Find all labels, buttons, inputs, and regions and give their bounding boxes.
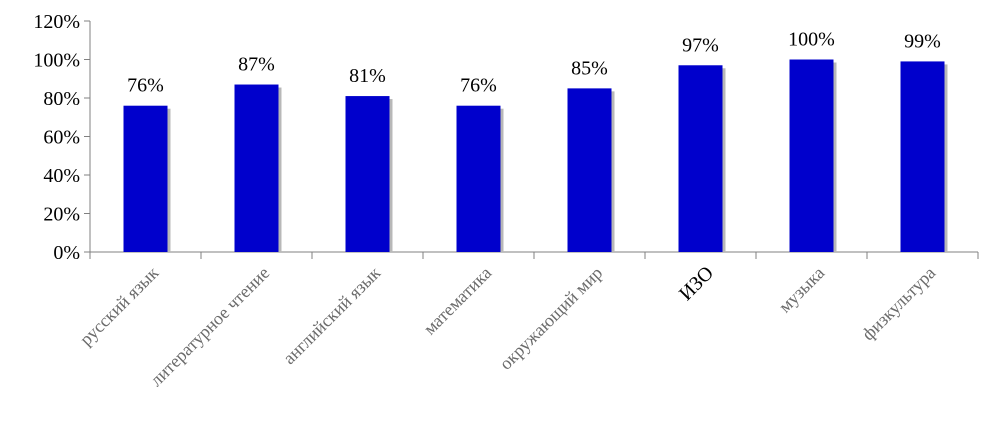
y-tick-label: 100% bbox=[33, 50, 80, 72]
y-tick-label: 40% bbox=[43, 165, 80, 187]
bar bbox=[234, 84, 279, 253]
bar bbox=[900, 61, 945, 252]
category-label: физкультура bbox=[858, 263, 939, 344]
category-label: ИЗО bbox=[675, 262, 718, 305]
category-label: математика bbox=[419, 263, 495, 339]
category-label: русский язык bbox=[76, 263, 163, 350]
y-tick-label: 80% bbox=[43, 88, 80, 110]
data-label: 100% bbox=[788, 29, 835, 51]
category-label: окружающий мир bbox=[495, 263, 606, 374]
x-axis bbox=[89, 251, 979, 259]
y-tick-label: 60% bbox=[43, 127, 80, 149]
data-label: 99% bbox=[904, 30, 941, 52]
data-label: 76% bbox=[460, 75, 497, 97]
y-tick-label: 120% bbox=[33, 11, 80, 33]
y-tick-label: 20% bbox=[43, 204, 80, 226]
bar bbox=[567, 88, 612, 252]
bar bbox=[345, 96, 390, 252]
bar bbox=[456, 105, 501, 252]
y-axis: 0% 20% 40% 60% 80% 100% 120% bbox=[33, 11, 91, 264]
data-label: 76% bbox=[127, 75, 164, 97]
category-label: музыка bbox=[775, 263, 829, 317]
data-labels: 76% 87% 81% 76% 85% 97% 100% 99% bbox=[127, 29, 941, 97]
category-label: английский язык bbox=[279, 263, 385, 369]
bar bbox=[123, 105, 168, 252]
data-label: 81% bbox=[349, 65, 386, 87]
bar bbox=[678, 65, 723, 253]
data-label: 97% bbox=[682, 34, 719, 56]
data-label: 87% bbox=[238, 54, 275, 76]
data-label: 85% bbox=[571, 57, 608, 79]
y-tick-label: 0% bbox=[53, 242, 80, 264]
bar bbox=[789, 59, 834, 252]
category-label: литературное чтение bbox=[146, 263, 273, 390]
bars bbox=[123, 59, 948, 253]
